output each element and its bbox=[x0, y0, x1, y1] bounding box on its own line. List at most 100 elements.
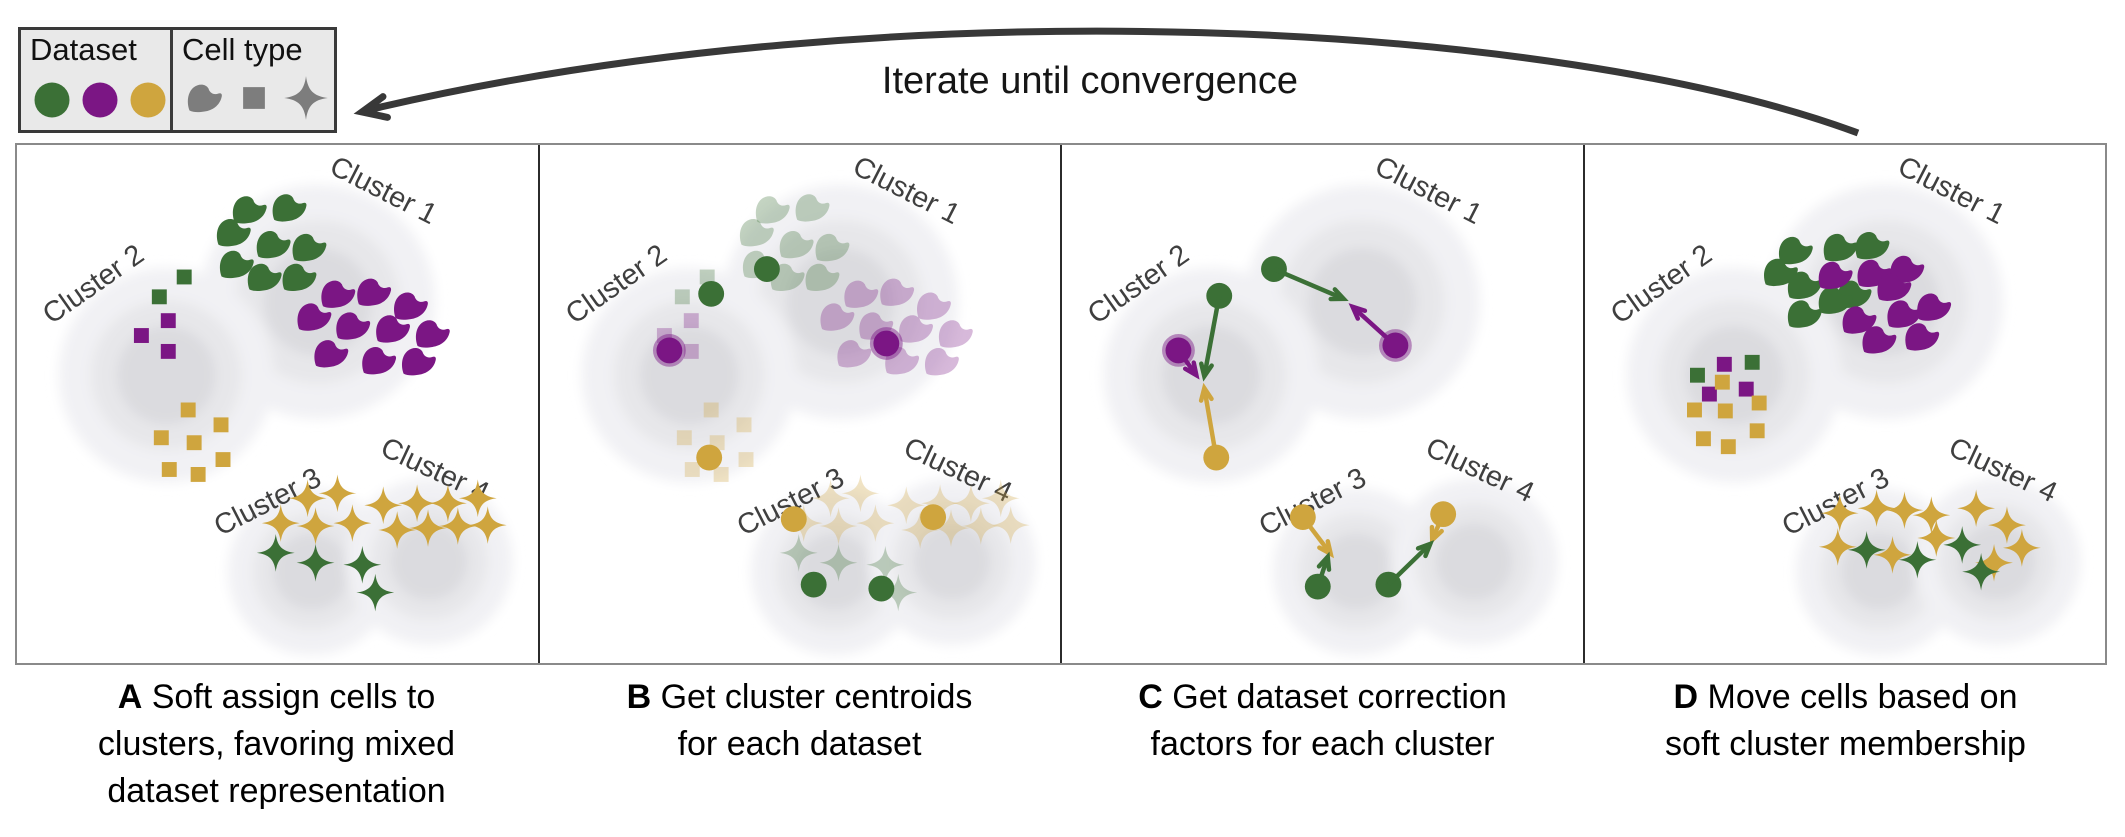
blob-cell-green bbox=[779, 230, 814, 259]
panel-D-letter: D bbox=[1673, 678, 1699, 716]
square-cell-green bbox=[1744, 354, 1760, 370]
square-cell-gold bbox=[684, 462, 700, 477]
dataset-swatch-gold bbox=[130, 82, 166, 118]
centroid-green bbox=[753, 256, 780, 282]
blob-cell-purple bbox=[1818, 261, 1853, 290]
blob-cell-green bbox=[219, 250, 254, 279]
blob-cell-green bbox=[232, 196, 267, 224]
blob-cell-green bbox=[1763, 258, 1798, 287]
blob-cell-purple bbox=[415, 320, 450, 348]
blob-cell-green bbox=[795, 194, 829, 222]
square-cell-gold bbox=[153, 430, 169, 446]
correction-arrow-purple bbox=[1351, 305, 1397, 348]
star-cell-gold bbox=[900, 511, 939, 549]
blob-cell-purple bbox=[1886, 300, 1921, 328]
blob-cell-green bbox=[1778, 236, 1813, 265]
blob-cell-green bbox=[292, 233, 327, 262]
legend-dataset-section: Dataset bbox=[21, 30, 173, 130]
blob-cell-purple bbox=[1916, 293, 1951, 321]
panel-A: Cluster 1 Cluster 2 Cluster 3 Cluster 4 bbox=[17, 145, 538, 663]
centroid-green bbox=[800, 571, 827, 598]
centroid-green bbox=[1206, 282, 1233, 309]
star-cell-gold bbox=[981, 479, 1020, 518]
star-cell-gold bbox=[318, 474, 357, 513]
star-cell-gold bbox=[1873, 535, 1911, 574]
blob-cell-purple bbox=[836, 340, 871, 368]
celltype-square-icon bbox=[243, 87, 265, 109]
blob-cell-green bbox=[1818, 286, 1853, 314]
cluster-background bbox=[795, 533, 873, 611]
legend-celltype-section: Cell type bbox=[173, 30, 334, 130]
blob-cell-purple bbox=[1889, 255, 1924, 284]
dataset-swatch-green bbox=[34, 82, 70, 118]
centroid-green bbox=[867, 575, 894, 602]
square-cell-purple bbox=[1701, 386, 1717, 402]
blob-cell-green bbox=[247, 263, 282, 292]
star-cell-gold bbox=[468, 506, 507, 544]
cluster-background bbox=[116, 325, 216, 425]
star-cell-green bbox=[296, 543, 335, 582]
star-cell-gold bbox=[951, 484, 990, 523]
square-cell-purple bbox=[160, 313, 176, 329]
blob-cell-purple bbox=[820, 303, 854, 331]
blob-cell-green bbox=[282, 263, 317, 292]
square-cell-green bbox=[151, 289, 167, 305]
blob-cell-purple bbox=[924, 348, 959, 376]
square-cell-green bbox=[176, 269, 192, 285]
blob-cell-green bbox=[805, 263, 839, 292]
panel-D-caption: D Move cells based on soft cluster membe… bbox=[1665, 678, 2026, 763]
star-cell-gold bbox=[398, 484, 436, 523]
square-cell-gold bbox=[1751, 395, 1767, 411]
star-cell-gold bbox=[1987, 506, 2026, 544]
square-cell-purple bbox=[1716, 356, 1732, 372]
iterate-arrowhead bbox=[353, 93, 391, 121]
star-cell-green bbox=[779, 533, 818, 572]
panel-B: Cluster 1 Cluster 2 Cluster 3 Cluster 4 bbox=[537, 145, 1061, 663]
square-cell-purple bbox=[683, 313, 699, 329]
panel-C-caption: C Get dataset correction factors for eac… bbox=[1138, 678, 1507, 763]
panel-A-letter: A bbox=[117, 678, 143, 716]
star-cell-gold bbox=[1974, 543, 2013, 582]
cluster-background bbox=[1318, 533, 1396, 611]
cluster-background bbox=[390, 523, 468, 601]
star-cell-green bbox=[1847, 531, 1886, 569]
square-cell-gold bbox=[1749, 423, 1765, 439]
centroid-purple bbox=[869, 327, 903, 360]
correction-arrow-green-head bbox=[1415, 540, 1435, 559]
panel-C-letter: C bbox=[1138, 678, 1163, 716]
caption-row: A Soft assign cells to clusters, favorin… bbox=[15, 674, 2107, 815]
star-cell-gold bbox=[855, 504, 894, 542]
star-cell-gold bbox=[920, 484, 959, 523]
legend: Dataset Cell type bbox=[18, 27, 337, 133]
square-cell-gold bbox=[738, 452, 753, 468]
celltype-blob-icon bbox=[187, 84, 222, 113]
star-cell-green bbox=[878, 573, 917, 612]
blob-cell-green bbox=[272, 194, 307, 222]
blob-cell-green bbox=[739, 219, 774, 247]
centroid-gold bbox=[780, 506, 807, 533]
square-cell-purple bbox=[133, 328, 149, 343]
square-cell-gold bbox=[190, 467, 206, 482]
star-cell-gold bbox=[886, 486, 925, 525]
blob-cell-purple bbox=[297, 303, 332, 331]
square-cell-gold bbox=[1714, 374, 1730, 390]
square-cell-gold bbox=[180, 402, 196, 418]
star-cell-green bbox=[256, 533, 295, 572]
centroid-green bbox=[1261, 256, 1287, 282]
panel-B-letter: B bbox=[626, 678, 652, 716]
star-cell-gold bbox=[364, 486, 403, 525]
star-cell-gold bbox=[1916, 519, 1955, 557]
correction-arrow-gold-head bbox=[1198, 382, 1214, 403]
cluster-background bbox=[1435, 523, 1513, 601]
star-cell-gold bbox=[991, 506, 1030, 544]
blob-cell-purple bbox=[1876, 273, 1911, 301]
star-cell-gold bbox=[378, 511, 417, 549]
blob-cell-purple bbox=[376, 315, 410, 343]
blob-cell-green bbox=[1787, 271, 1822, 299]
celltype-star-icon bbox=[284, 76, 328, 120]
iterate-arrow-curve bbox=[367, 27, 1860, 137]
blob-cell-purple bbox=[402, 348, 436, 376]
star-cell-gold bbox=[1885, 491, 1923, 530]
